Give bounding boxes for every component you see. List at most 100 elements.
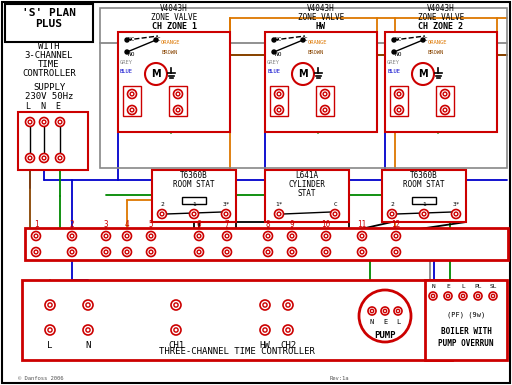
Text: T6360B: T6360B bbox=[410, 171, 438, 179]
Circle shape bbox=[333, 212, 337, 216]
Text: BOILER WITH: BOILER WITH bbox=[440, 328, 492, 336]
Circle shape bbox=[197, 250, 201, 254]
Text: SL: SL bbox=[489, 285, 497, 290]
Text: 1: 1 bbox=[34, 219, 38, 229]
Text: L: L bbox=[461, 285, 465, 290]
Circle shape bbox=[195, 231, 203, 241]
Text: N: N bbox=[86, 340, 91, 350]
Circle shape bbox=[174, 328, 178, 332]
Circle shape bbox=[443, 108, 447, 112]
Circle shape bbox=[381, 307, 389, 315]
Circle shape bbox=[263, 328, 267, 332]
Text: C: C bbox=[157, 37, 161, 42]
Circle shape bbox=[104, 234, 108, 238]
Circle shape bbox=[68, 231, 76, 241]
Text: 3*: 3* bbox=[222, 201, 230, 206]
Circle shape bbox=[127, 89, 137, 99]
Bar bbox=[412, 196, 436, 204]
Circle shape bbox=[154, 38, 158, 42]
Text: ORANGE: ORANGE bbox=[428, 40, 447, 45]
Circle shape bbox=[272, 50, 276, 54]
Bar bbox=[265, 32, 377, 132]
Text: TIME: TIME bbox=[38, 60, 60, 69]
Circle shape bbox=[392, 248, 400, 256]
Circle shape bbox=[176, 108, 180, 112]
Circle shape bbox=[34, 234, 38, 238]
Circle shape bbox=[446, 294, 450, 298]
Circle shape bbox=[301, 38, 305, 42]
Circle shape bbox=[383, 309, 387, 313]
Circle shape bbox=[360, 234, 364, 238]
Circle shape bbox=[392, 38, 396, 42]
Bar bbox=[123, 86, 141, 116]
Circle shape bbox=[323, 108, 327, 112]
Circle shape bbox=[171, 300, 181, 310]
Circle shape bbox=[174, 89, 182, 99]
Circle shape bbox=[101, 231, 111, 241]
Circle shape bbox=[443, 92, 447, 96]
Circle shape bbox=[158, 209, 166, 219]
Circle shape bbox=[58, 120, 62, 124]
Text: BROWN: BROWN bbox=[428, 50, 444, 55]
Text: 4: 4 bbox=[125, 219, 130, 229]
Circle shape bbox=[45, 325, 55, 335]
Circle shape bbox=[397, 92, 401, 96]
Circle shape bbox=[160, 212, 164, 216]
Text: BLUE: BLUE bbox=[387, 69, 400, 74]
Text: M: M bbox=[418, 69, 428, 79]
Text: WITH: WITH bbox=[38, 42, 60, 50]
Text: PUMP OVERRUN: PUMP OVERRUN bbox=[438, 338, 494, 348]
Text: 'S' PLAN: 'S' PLAN bbox=[22, 8, 76, 18]
Bar bbox=[5, 4, 93, 42]
Text: STAT: STAT bbox=[298, 189, 316, 198]
Text: CYLINDER: CYLINDER bbox=[288, 179, 326, 189]
Circle shape bbox=[125, 50, 129, 54]
Text: 1*: 1* bbox=[275, 201, 283, 206]
Circle shape bbox=[146, 231, 156, 241]
Bar bbox=[316, 86, 334, 116]
Circle shape bbox=[32, 231, 40, 241]
Circle shape bbox=[122, 231, 132, 241]
Circle shape bbox=[492, 294, 495, 298]
Text: PL: PL bbox=[474, 285, 482, 290]
Text: THREE-CHANNEL TIME CONTROLLER: THREE-CHANNEL TIME CONTROLLER bbox=[159, 348, 315, 357]
Bar bbox=[118, 32, 230, 132]
Bar bbox=[25, 228, 508, 260]
Circle shape bbox=[130, 108, 134, 112]
Text: SUPPLY: SUPPLY bbox=[33, 82, 65, 92]
Bar bbox=[169, 86, 187, 116]
Text: HW: HW bbox=[316, 22, 326, 30]
Text: 11: 11 bbox=[357, 219, 367, 229]
Text: NO: NO bbox=[128, 52, 136, 57]
Circle shape bbox=[474, 292, 482, 300]
Circle shape bbox=[421, 38, 425, 42]
Circle shape bbox=[286, 303, 290, 307]
Text: BLUE: BLUE bbox=[120, 69, 133, 74]
Text: ZONE VALVE: ZONE VALVE bbox=[151, 12, 197, 22]
Circle shape bbox=[274, 105, 284, 114]
Circle shape bbox=[288, 248, 296, 256]
Circle shape bbox=[174, 303, 178, 307]
Circle shape bbox=[286, 328, 290, 332]
Text: CH ZONE 2: CH ZONE 2 bbox=[418, 22, 463, 30]
Text: E: E bbox=[446, 285, 450, 290]
Circle shape bbox=[48, 303, 52, 307]
Circle shape bbox=[263, 303, 267, 307]
Circle shape bbox=[323, 92, 327, 96]
Text: 5: 5 bbox=[148, 219, 153, 229]
Text: PLUS: PLUS bbox=[35, 19, 62, 29]
Text: 7: 7 bbox=[225, 219, 229, 229]
Text: BROWN: BROWN bbox=[308, 50, 324, 55]
Circle shape bbox=[70, 250, 74, 254]
Text: 2: 2 bbox=[160, 201, 164, 206]
Circle shape bbox=[274, 89, 284, 99]
Text: © Danfoss 2006: © Danfoss 2006 bbox=[18, 375, 63, 380]
Text: NO: NO bbox=[395, 52, 402, 57]
Circle shape bbox=[395, 105, 403, 114]
Circle shape bbox=[288, 231, 296, 241]
Text: 2: 2 bbox=[70, 219, 74, 229]
Circle shape bbox=[459, 292, 467, 300]
Text: ORANGE: ORANGE bbox=[161, 40, 181, 45]
Bar bbox=[390, 86, 408, 116]
Circle shape bbox=[223, 231, 231, 241]
